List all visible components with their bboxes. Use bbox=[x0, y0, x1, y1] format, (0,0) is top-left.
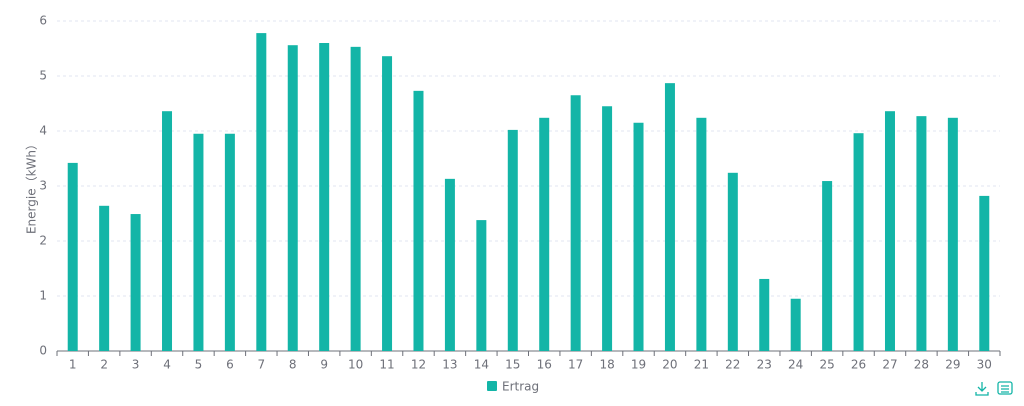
y-axis-label: Energie（kWh） bbox=[25, 138, 39, 234]
x-tick-label: 4 bbox=[163, 358, 171, 372]
x-tick-label: 30 bbox=[977, 358, 992, 372]
bar bbox=[99, 205, 110, 351]
x-tick-label: 18 bbox=[599, 358, 614, 372]
bar bbox=[224, 133, 235, 351]
bar bbox=[350, 46, 361, 351]
x-tick-label: 16 bbox=[537, 358, 552, 372]
bar bbox=[759, 278, 770, 351]
bar bbox=[162, 111, 173, 351]
x-tick-label: 11 bbox=[379, 358, 394, 372]
bar bbox=[539, 117, 550, 351]
x-tick-label: 23 bbox=[757, 358, 772, 372]
bar bbox=[382, 56, 393, 351]
x-tick-label: 21 bbox=[694, 358, 709, 372]
bar bbox=[822, 181, 833, 351]
bar bbox=[319, 43, 330, 351]
bar bbox=[413, 90, 424, 351]
bar bbox=[979, 195, 990, 351]
x-tick-label: 5 bbox=[195, 358, 203, 372]
bar bbox=[727, 172, 738, 351]
y-tick-label: 5 bbox=[39, 69, 47, 83]
bar bbox=[130, 214, 141, 351]
bar bbox=[664, 83, 675, 352]
x-tick-label: 28 bbox=[914, 358, 929, 372]
bar bbox=[853, 133, 864, 351]
legend-swatch bbox=[487, 381, 497, 391]
x-tick-label: 24 bbox=[788, 358, 803, 372]
x-tick-label: 27 bbox=[882, 358, 897, 372]
x-tick-label: 13 bbox=[442, 358, 457, 372]
x-tick-label: 10 bbox=[348, 358, 363, 372]
x-tick-label: 15 bbox=[505, 358, 520, 372]
x-tick-label: 2 bbox=[100, 358, 108, 372]
y-tick-label: 1 bbox=[39, 289, 47, 303]
bar bbox=[696, 117, 707, 351]
bar bbox=[570, 95, 581, 351]
x-tick-label: 20 bbox=[662, 358, 677, 372]
x-tick-label: 19 bbox=[631, 358, 646, 372]
x-tick-label: 22 bbox=[725, 358, 740, 372]
x-tick-label: 7 bbox=[257, 358, 265, 372]
x-tick-label: 1 bbox=[69, 358, 77, 372]
x-tick-label: 3 bbox=[132, 358, 140, 372]
x-tick-label: 17 bbox=[568, 358, 583, 372]
bar bbox=[256, 33, 267, 351]
y-tick-label: 2 bbox=[39, 234, 47, 248]
x-tick-label: 25 bbox=[819, 358, 834, 372]
y-tick-label: 3 bbox=[39, 179, 47, 193]
x-tick-label: 26 bbox=[851, 358, 866, 372]
bar bbox=[287, 45, 298, 351]
x-tick-label: 12 bbox=[411, 358, 426, 372]
download-icon[interactable] bbox=[975, 382, 989, 396]
bar bbox=[633, 122, 644, 351]
bar bbox=[884, 111, 895, 351]
x-tick-label: 6 bbox=[226, 358, 234, 372]
bar bbox=[916, 116, 927, 352]
legend-label: Ertrag bbox=[502, 380, 539, 394]
y-tick-label: 0 bbox=[39, 344, 47, 358]
y-tick-label: 6 bbox=[39, 14, 47, 28]
bar bbox=[444, 178, 455, 351]
x-tick-label: 9 bbox=[320, 358, 328, 372]
bar bbox=[790, 298, 801, 351]
x-tick-label: 8 bbox=[289, 358, 297, 372]
bar bbox=[476, 220, 487, 351]
bar bbox=[193, 133, 204, 351]
data-view-icon[interactable] bbox=[997, 381, 1013, 395]
bar bbox=[67, 162, 78, 351]
bar bbox=[507, 129, 518, 351]
x-tick-label: 29 bbox=[945, 358, 960, 372]
bar bbox=[947, 117, 958, 351]
x-tick-label: 14 bbox=[474, 358, 489, 372]
bar bbox=[602, 106, 613, 351]
y-tick-label: 4 bbox=[39, 124, 47, 138]
